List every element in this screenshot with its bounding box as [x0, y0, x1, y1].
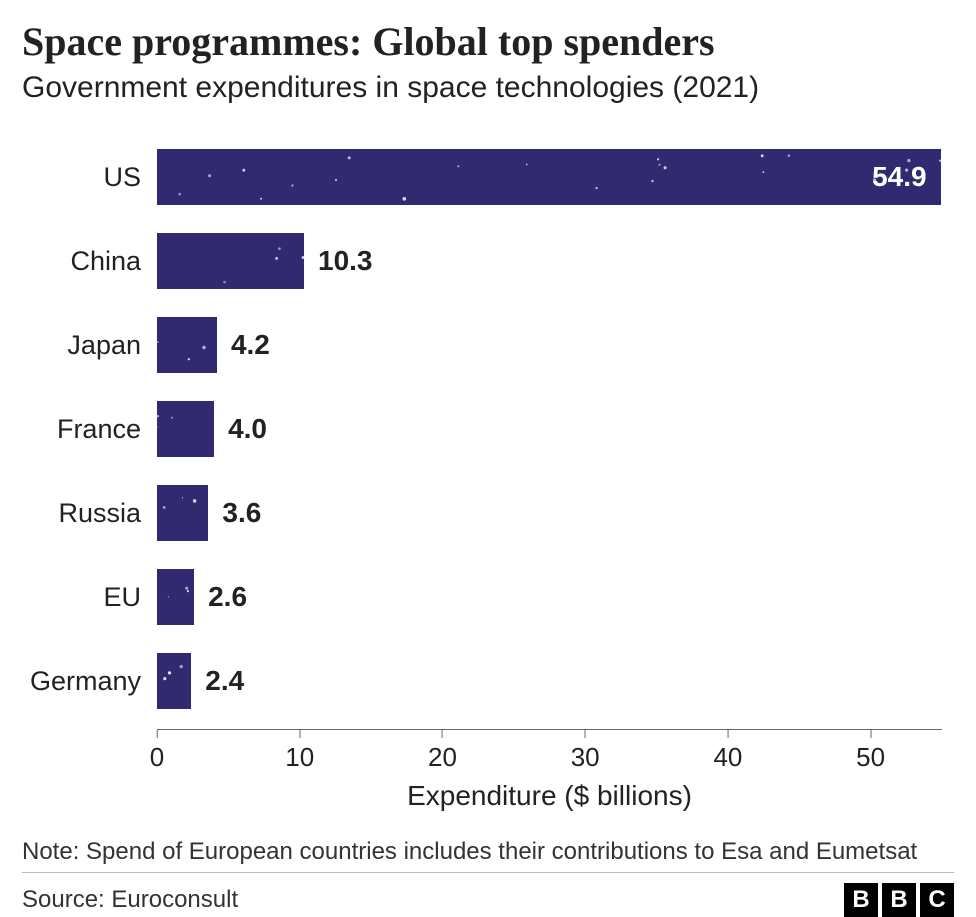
- tick-label: 20: [428, 742, 457, 773]
- bar: [157, 233, 304, 289]
- category-label: Germany: [22, 666, 157, 697]
- tick-label: 40: [713, 742, 742, 773]
- bar-track: 3.6: [157, 485, 942, 541]
- bar: [157, 485, 208, 541]
- bar-track: 54.9: [157, 149, 942, 205]
- chart-footer: Source: Euroconsult BBC: [22, 883, 954, 917]
- tick-label: 10: [285, 742, 314, 773]
- category-label: US: [22, 162, 157, 193]
- bar-track: 2.6: [157, 569, 942, 625]
- category-label: Japan: [22, 330, 157, 361]
- x-axis-label: Expenditure ($ billions): [157, 780, 942, 812]
- bbc-logo: BBC: [844, 883, 954, 917]
- bar-row: Germany 2.4: [22, 645, 942, 717]
- bar: [157, 653, 191, 709]
- tick-mark: [299, 730, 300, 738]
- source-text: Source: Euroconsult: [22, 886, 238, 914]
- x-tick: 0: [150, 730, 164, 773]
- bar: [157, 569, 194, 625]
- bar-track: 10.3: [157, 233, 942, 289]
- bar-row: US 54.9: [22, 141, 942, 213]
- value-label: 3.6: [222, 497, 261, 529]
- value-label: 4.2: [231, 329, 270, 361]
- bar-row: China 10.3: [22, 225, 942, 297]
- bar-track: 2.4: [157, 653, 942, 709]
- category-label: China: [22, 246, 157, 277]
- x-tick: 20: [428, 730, 457, 773]
- category-label: EU: [22, 582, 157, 613]
- logo-letter: C: [920, 883, 954, 917]
- bar: [157, 317, 217, 373]
- logo-letter: B: [882, 883, 916, 917]
- x-tick: 50: [856, 730, 885, 773]
- value-label: 2.4: [205, 665, 244, 697]
- x-tick: 30: [571, 730, 600, 773]
- tick-mark: [157, 730, 158, 738]
- bar: [157, 401, 214, 457]
- chart-subtitle: Government expenditures in space technol…: [22, 71, 954, 105]
- value-label: 2.6: [208, 581, 247, 613]
- tick-mark: [442, 730, 443, 738]
- bar-track: 4.0: [157, 401, 942, 457]
- tick-mark: [727, 730, 728, 738]
- bar-track: 4.2: [157, 317, 942, 373]
- value-label: 4.0: [228, 413, 267, 445]
- x-tick: 10: [285, 730, 314, 773]
- category-label: France: [22, 414, 157, 445]
- value-label: 10.3: [318, 245, 373, 277]
- tick-mark: [585, 730, 586, 738]
- tick-mark: [870, 730, 871, 738]
- x-tick: 40: [713, 730, 742, 773]
- chart-note: Note: Spend of European countries includ…: [22, 838, 954, 866]
- bar-row: Japan 4.2: [22, 309, 942, 381]
- chart-title: Space programmes: Global top spenders: [22, 18, 954, 65]
- value-label: 54.9: [872, 161, 927, 193]
- bar-row: France 4.0: [22, 393, 942, 465]
- bar-row: Russia 3.6: [22, 477, 942, 549]
- bar-row: EU 2.6: [22, 561, 942, 633]
- tick-label: 0: [150, 742, 164, 773]
- tick-label: 30: [571, 742, 600, 773]
- tick-label: 50: [856, 742, 885, 773]
- bar-chart: US 54.9 China 10.3 Japan 4.2 France 4.0 Russia 3.…: [22, 141, 942, 812]
- divider: [22, 872, 954, 873]
- logo-letter: B: [844, 883, 878, 917]
- bar: 54.9: [157, 149, 941, 205]
- x-axis: 01020304050: [157, 729, 942, 770]
- x-ticks: 01020304050: [157, 730, 942, 770]
- category-label: Russia: [22, 498, 157, 529]
